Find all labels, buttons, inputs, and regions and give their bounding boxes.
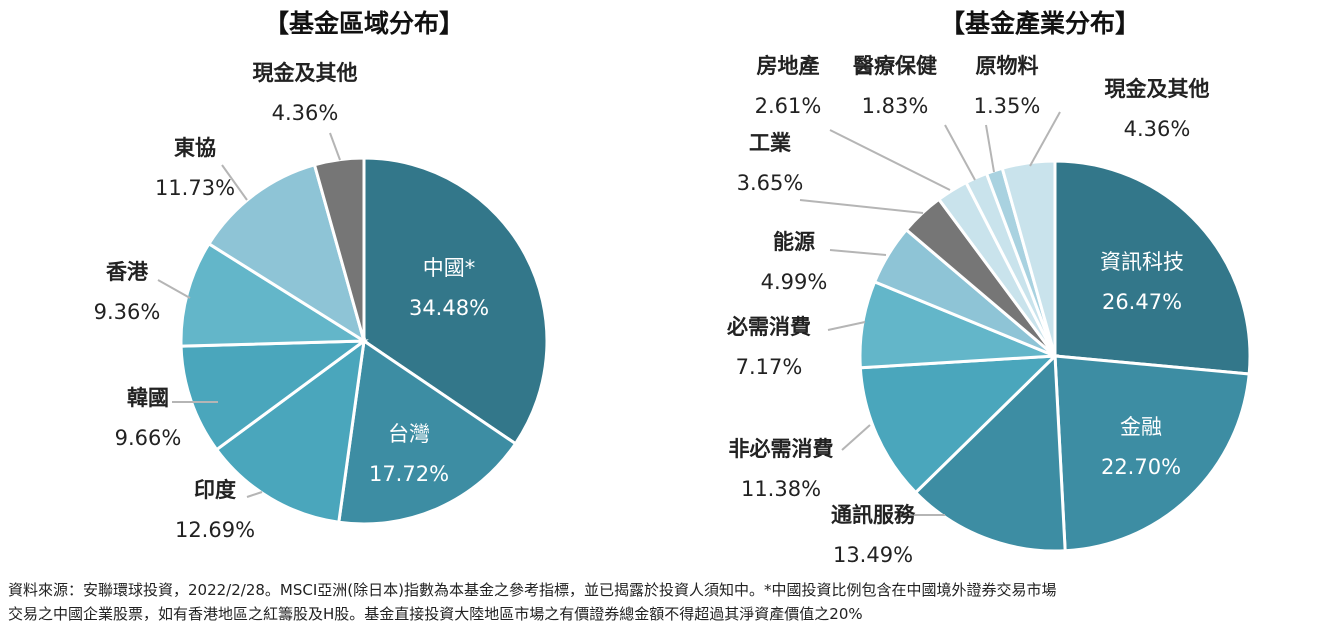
slice-value-0-3: 9.66% [115,426,182,450]
pie-slice-1-2 [913,352,1067,553]
slice-value-1-4: 7.17% [736,355,803,379]
pie-slice-0-5 [206,162,367,345]
slice-value-0-5: 11.73% [155,176,235,200]
slice-value-1-3: 11.38% [741,477,821,501]
slice-label-1-3: 非必需消費 [729,437,834,461]
region-pie-chart: 【基金區域分布】 中國* 34.48% 台灣 17.72% 印度 12.69% 韓國 9.66… [94,9,549,542]
slice-value-1-7: 2.61% [755,94,822,118]
leader-line-1-3 [841,424,871,451]
slice-value-1-2: 13.49% [833,543,913,567]
slice-label-1-4: 必需消費 [727,315,811,339]
slice-value-0-1: 17.72% [369,462,449,486]
industry-pie-chart: 【基金產業分布】 資訊科技 26.47% 金融 22.70% 通訊服務 13.49% 非必需… [727,9,1252,567]
slice-label-0-3: 韓國 [127,386,169,410]
region-chart-title: 【基金區域分布】 [264,9,464,38]
pie-slice-0-1 [337,338,518,526]
leader-line-0-4 [157,279,191,299]
slice-value-0-6: 4.36% [272,101,339,125]
pie-slice-0-4 [179,241,369,348]
slice-value-0-4: 9.36% [94,300,161,324]
pie-slice-0-2 [214,337,366,524]
leader-line-1-4 [827,321,866,331]
slice-label-1-10: 現金及其他 [1105,77,1210,101]
slice-label-0-6: 現金及其他 [253,61,358,85]
slice-label-1-7: 房地產 [757,54,820,78]
slice-label-0-0: 中國* [423,256,476,280]
slice-label-1-1: 金融 [1120,415,1162,439]
slice-label-0-5: 東協 [174,136,216,160]
slice-label-0-2: 印度 [194,478,236,502]
industry-chart-title: 【基金產業分布】 [940,9,1140,38]
slice-label-0-1: 台灣 [388,422,430,446]
slice-value-0-0: 34.48% [409,296,489,320]
leader-line-1-10 [1029,111,1061,167]
slice-label-1-5: 能源 [773,230,815,254]
leader-line-1-8 [944,124,976,181]
slice-label-1-0: 資訊科技 [1100,250,1184,274]
slice-value-1-1: 22.70% [1101,455,1181,479]
slice-value-1-9: 1.35% [974,94,1041,118]
slice-label-0-4: 香港 [106,260,149,284]
leader-line-1-9 [985,124,995,173]
slice-label-1-8: 醫療保健 [853,54,937,78]
pie-slice-1-1 [1053,354,1251,553]
leader-line-1-7 [829,129,951,191]
slice-value-1-8: 1.83% [862,94,929,118]
leader-line-0-6 [329,132,341,161]
slice-value-0-2: 12.69% [175,518,255,542]
pie-slice-0-3 [179,339,369,452]
pie-slice-1-0 [1053,159,1252,376]
leader-line-1-5 [829,249,887,256]
slice-label-1-9: 原物料 [976,54,1039,78]
slice-label-1-2: 通訊服務 [831,503,916,527]
slice-value-1-10: 4.36% [1124,117,1191,141]
slice-value-1-5: 4.99% [761,270,828,294]
source-note-line-1: 資料來源：安聯環球投資，2022/2/28。MSCI亞洲(除日本)指數為本基金之… [8,581,1057,599]
source-note: 資料來源：安聯環球投資，2022/2/28。MSCI亞洲(除日本)指數為本基金之… [8,578,1333,626]
slice-label-1-6: 工業 [749,131,792,155]
pie-slice-1-10 [1000,159,1057,357]
leader-line-0-2 [246,491,263,498]
source-note-line-2: 交易之中國企業股票，如有香港地區之紅籌股及H股。基金直接投資大陸地區市場之有價證… [8,605,863,623]
slice-value-1-0: 26.47% [1102,290,1182,314]
leader-line-0-5 [221,164,248,201]
pie-slice-0-0 [362,156,549,446]
pie-slice-1-3 [858,354,1059,495]
slice-value-1-6: 3.65% [737,171,804,195]
leader-line-1-6 [799,199,924,214]
